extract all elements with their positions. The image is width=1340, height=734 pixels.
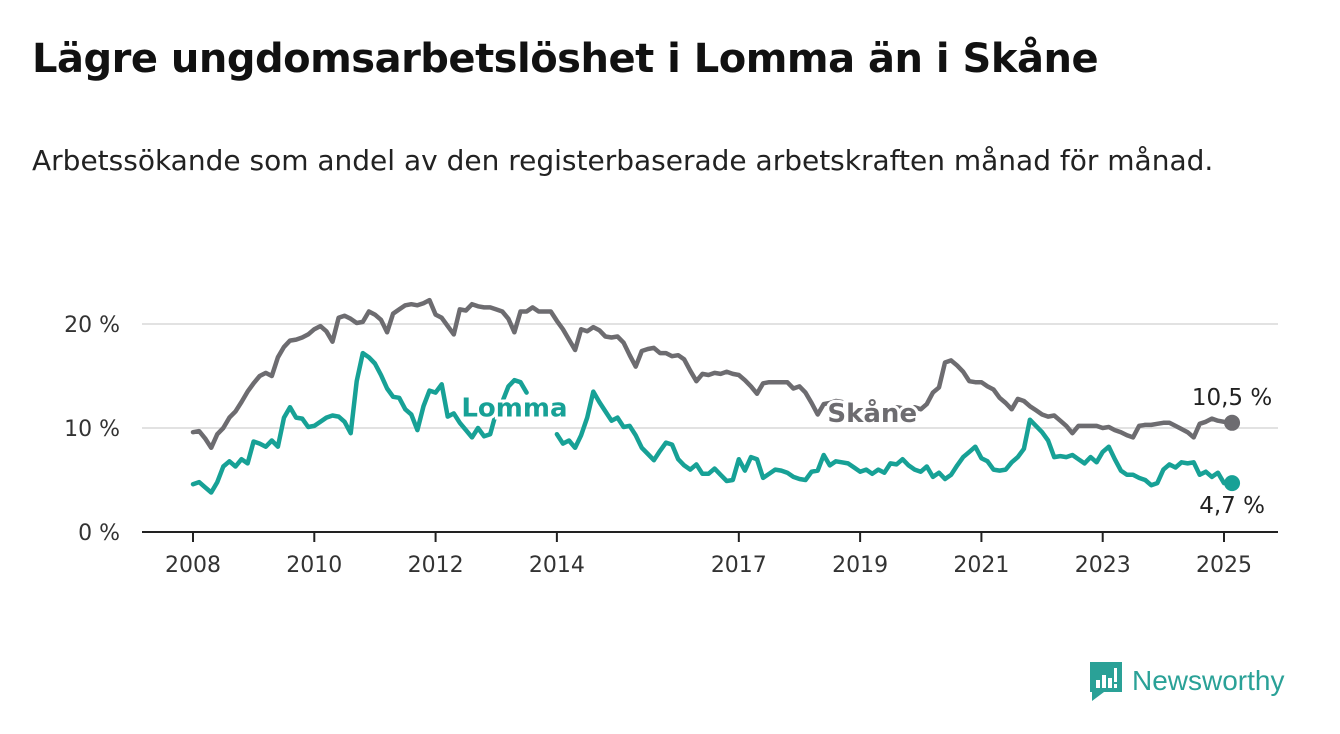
x-axis: 2008 2010 2012 2014 2017 2019 2021 2023 2025	[142, 531, 1278, 578]
x-tick-label: 2010	[286, 553, 342, 578]
chart-subtitle: Arbetssökande som andel av den registerb…	[32, 144, 1214, 177]
series-line-skåne	[894, 358, 1233, 440]
series-label-skåne: Skåne	[827, 397, 917, 429]
chart-title: Lägre ungdomsarbetslöshet i Lomma än i S…	[32, 36, 1099, 82]
series-label-lomma: Lomma	[461, 394, 567, 424]
y-tick-label: 0 %	[78, 521, 120, 546]
newsworthy-logo-icon	[1090, 662, 1122, 701]
end-markers: 10,5 % 4,7 %	[1192, 385, 1272, 519]
brand-name: Newsworthy	[1132, 665, 1285, 696]
x-tick-label: 2012	[408, 553, 464, 578]
series-labels: Lomma Skåne	[458, 391, 920, 432]
y-tick-label: 10 %	[64, 417, 120, 442]
series-line-lomma	[190, 350, 529, 495]
series-line-skåne	[190, 297, 845, 451]
x-tick-label: 2021	[953, 553, 1009, 578]
y-tick-label: 20 %	[64, 313, 120, 338]
series-lines	[190, 297, 1233, 495]
x-tick-label: 2023	[1075, 553, 1131, 578]
end-value-label-lomma: 4,7 %	[1199, 493, 1265, 519]
brand: Newsworthy	[1088, 660, 1284, 702]
x-tick-label: 2014	[529, 553, 585, 578]
end-marker-skåne	[1224, 414, 1241, 431]
end-value-label-skåne: 10,5 %	[1192, 385, 1272, 411]
x-tick-label: 2017	[711, 553, 767, 578]
end-marker-lomma	[1224, 475, 1241, 492]
series-line-lomma	[554, 389, 1233, 488]
x-tick-label: 2008	[165, 553, 221, 578]
x-tick-label: 2025	[1196, 553, 1252, 578]
x-tick-label: 2019	[832, 553, 888, 578]
y-axis: 0 % 10 % 20 %	[64, 313, 120, 546]
